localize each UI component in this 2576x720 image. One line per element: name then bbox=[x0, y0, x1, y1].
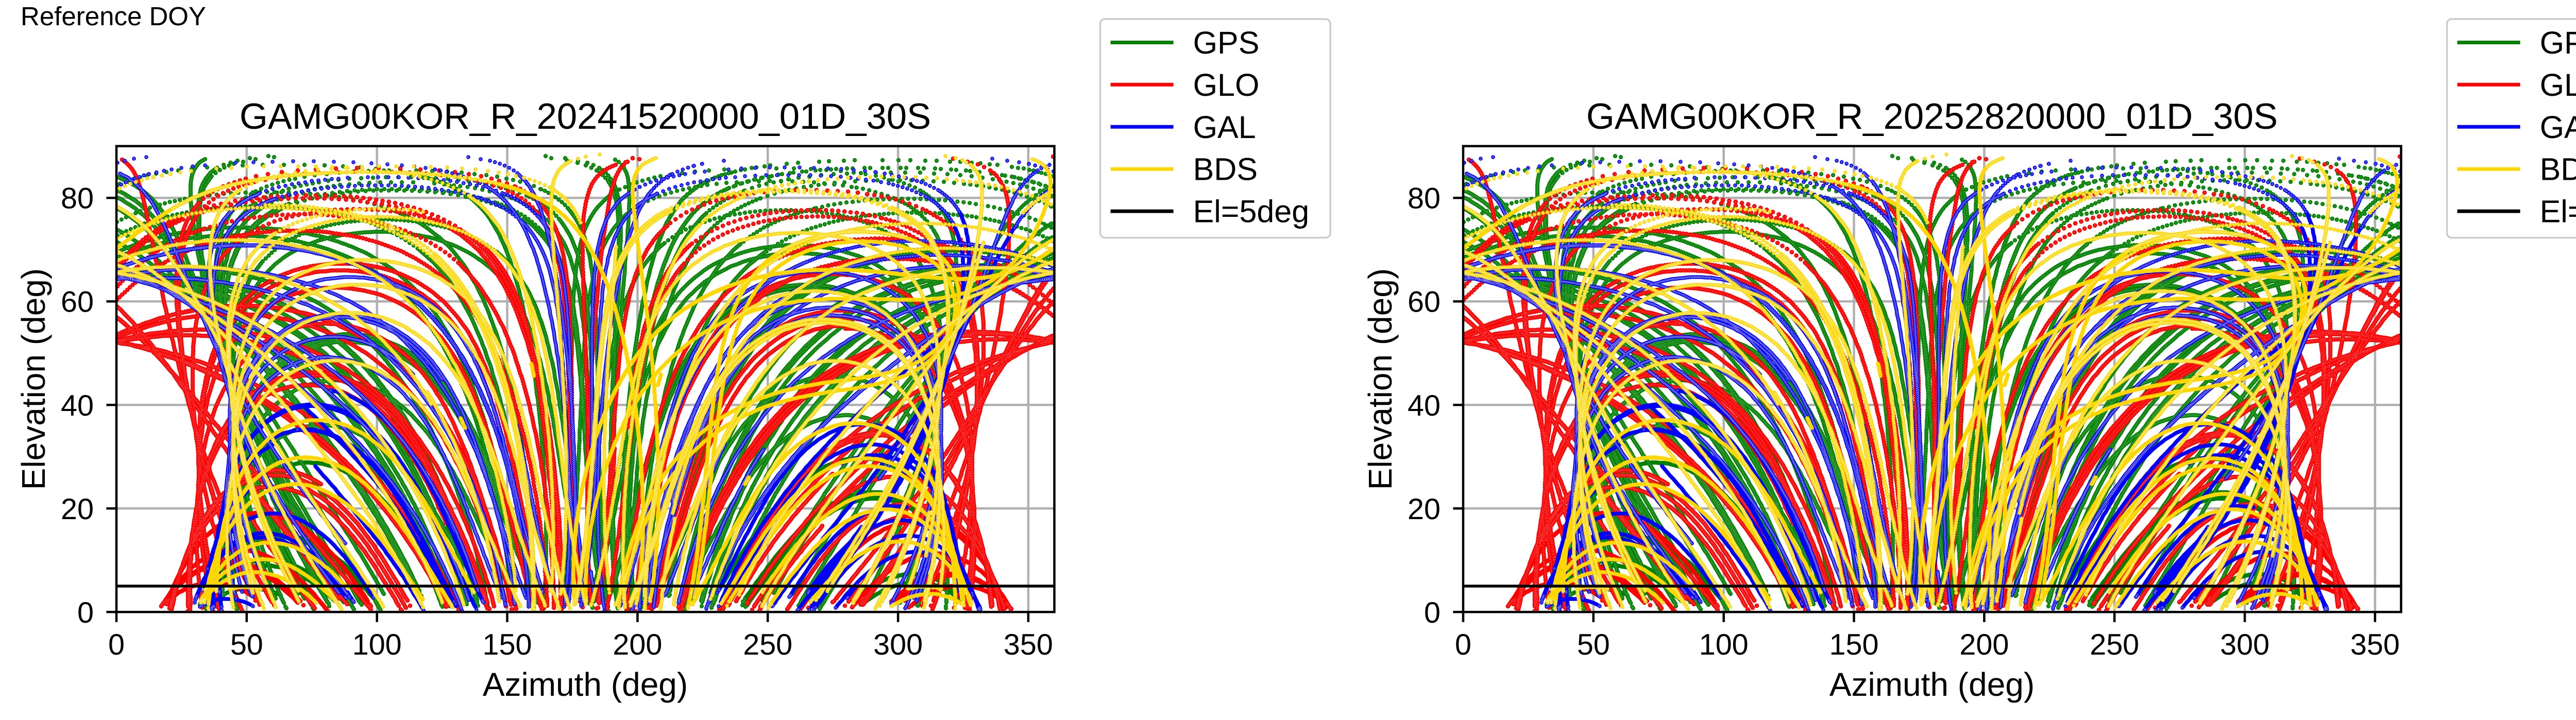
svg-text:20: 20 bbox=[61, 493, 94, 526]
svg-text:350: 350 bbox=[2350, 628, 2400, 661]
svg-text:Elevation (deg): Elevation (deg) bbox=[1362, 268, 1399, 490]
svg-text:Elevation (deg): Elevation (deg) bbox=[15, 268, 52, 490]
svg-text:50: 50 bbox=[230, 628, 263, 661]
svg-text:200: 200 bbox=[613, 628, 662, 661]
svg-text:Azimuth (deg): Azimuth (deg) bbox=[1829, 666, 2035, 703]
svg-text:250: 250 bbox=[743, 628, 792, 661]
svg-text:40: 40 bbox=[1408, 389, 1440, 422]
svg-text:150: 150 bbox=[1829, 628, 1879, 661]
svg-text:GAMG00KOR_R_20252820000_01D_30: GAMG00KOR_R_20252820000_01D_30S bbox=[1586, 96, 2278, 136]
svg-text:300: 300 bbox=[873, 628, 923, 661]
svg-text:350: 350 bbox=[1004, 628, 1053, 661]
svg-text:250: 250 bbox=[2090, 628, 2139, 661]
svg-text:60: 60 bbox=[61, 286, 94, 319]
svg-text:300: 300 bbox=[2220, 628, 2269, 661]
svg-text:40: 40 bbox=[61, 389, 94, 422]
svg-text:80: 80 bbox=[61, 182, 94, 215]
svg-text:80: 80 bbox=[1408, 182, 1440, 215]
svg-text:GAMG00KOR_R_20241520000_01D_30: GAMG00KOR_R_20241520000_01D_30S bbox=[240, 96, 931, 136]
svg-text:150: 150 bbox=[483, 628, 532, 661]
svg-text:0: 0 bbox=[108, 628, 125, 661]
svg-text:100: 100 bbox=[1699, 628, 1749, 661]
svg-text:20: 20 bbox=[1408, 493, 1440, 526]
svg-text:Reference DOY: Reference DOY bbox=[21, 2, 206, 31]
svg-text:100: 100 bbox=[352, 628, 402, 661]
svg-text:Azimuth (deg): Azimuth (deg) bbox=[483, 666, 688, 703]
svg-text:60: 60 bbox=[1408, 286, 1440, 319]
svg-text:200: 200 bbox=[1959, 628, 2009, 661]
svg-text:0: 0 bbox=[1424, 596, 1440, 629]
svg-text:0: 0 bbox=[77, 596, 94, 629]
svg-text:0: 0 bbox=[1455, 628, 1471, 661]
svg-text:50: 50 bbox=[1577, 628, 1610, 661]
